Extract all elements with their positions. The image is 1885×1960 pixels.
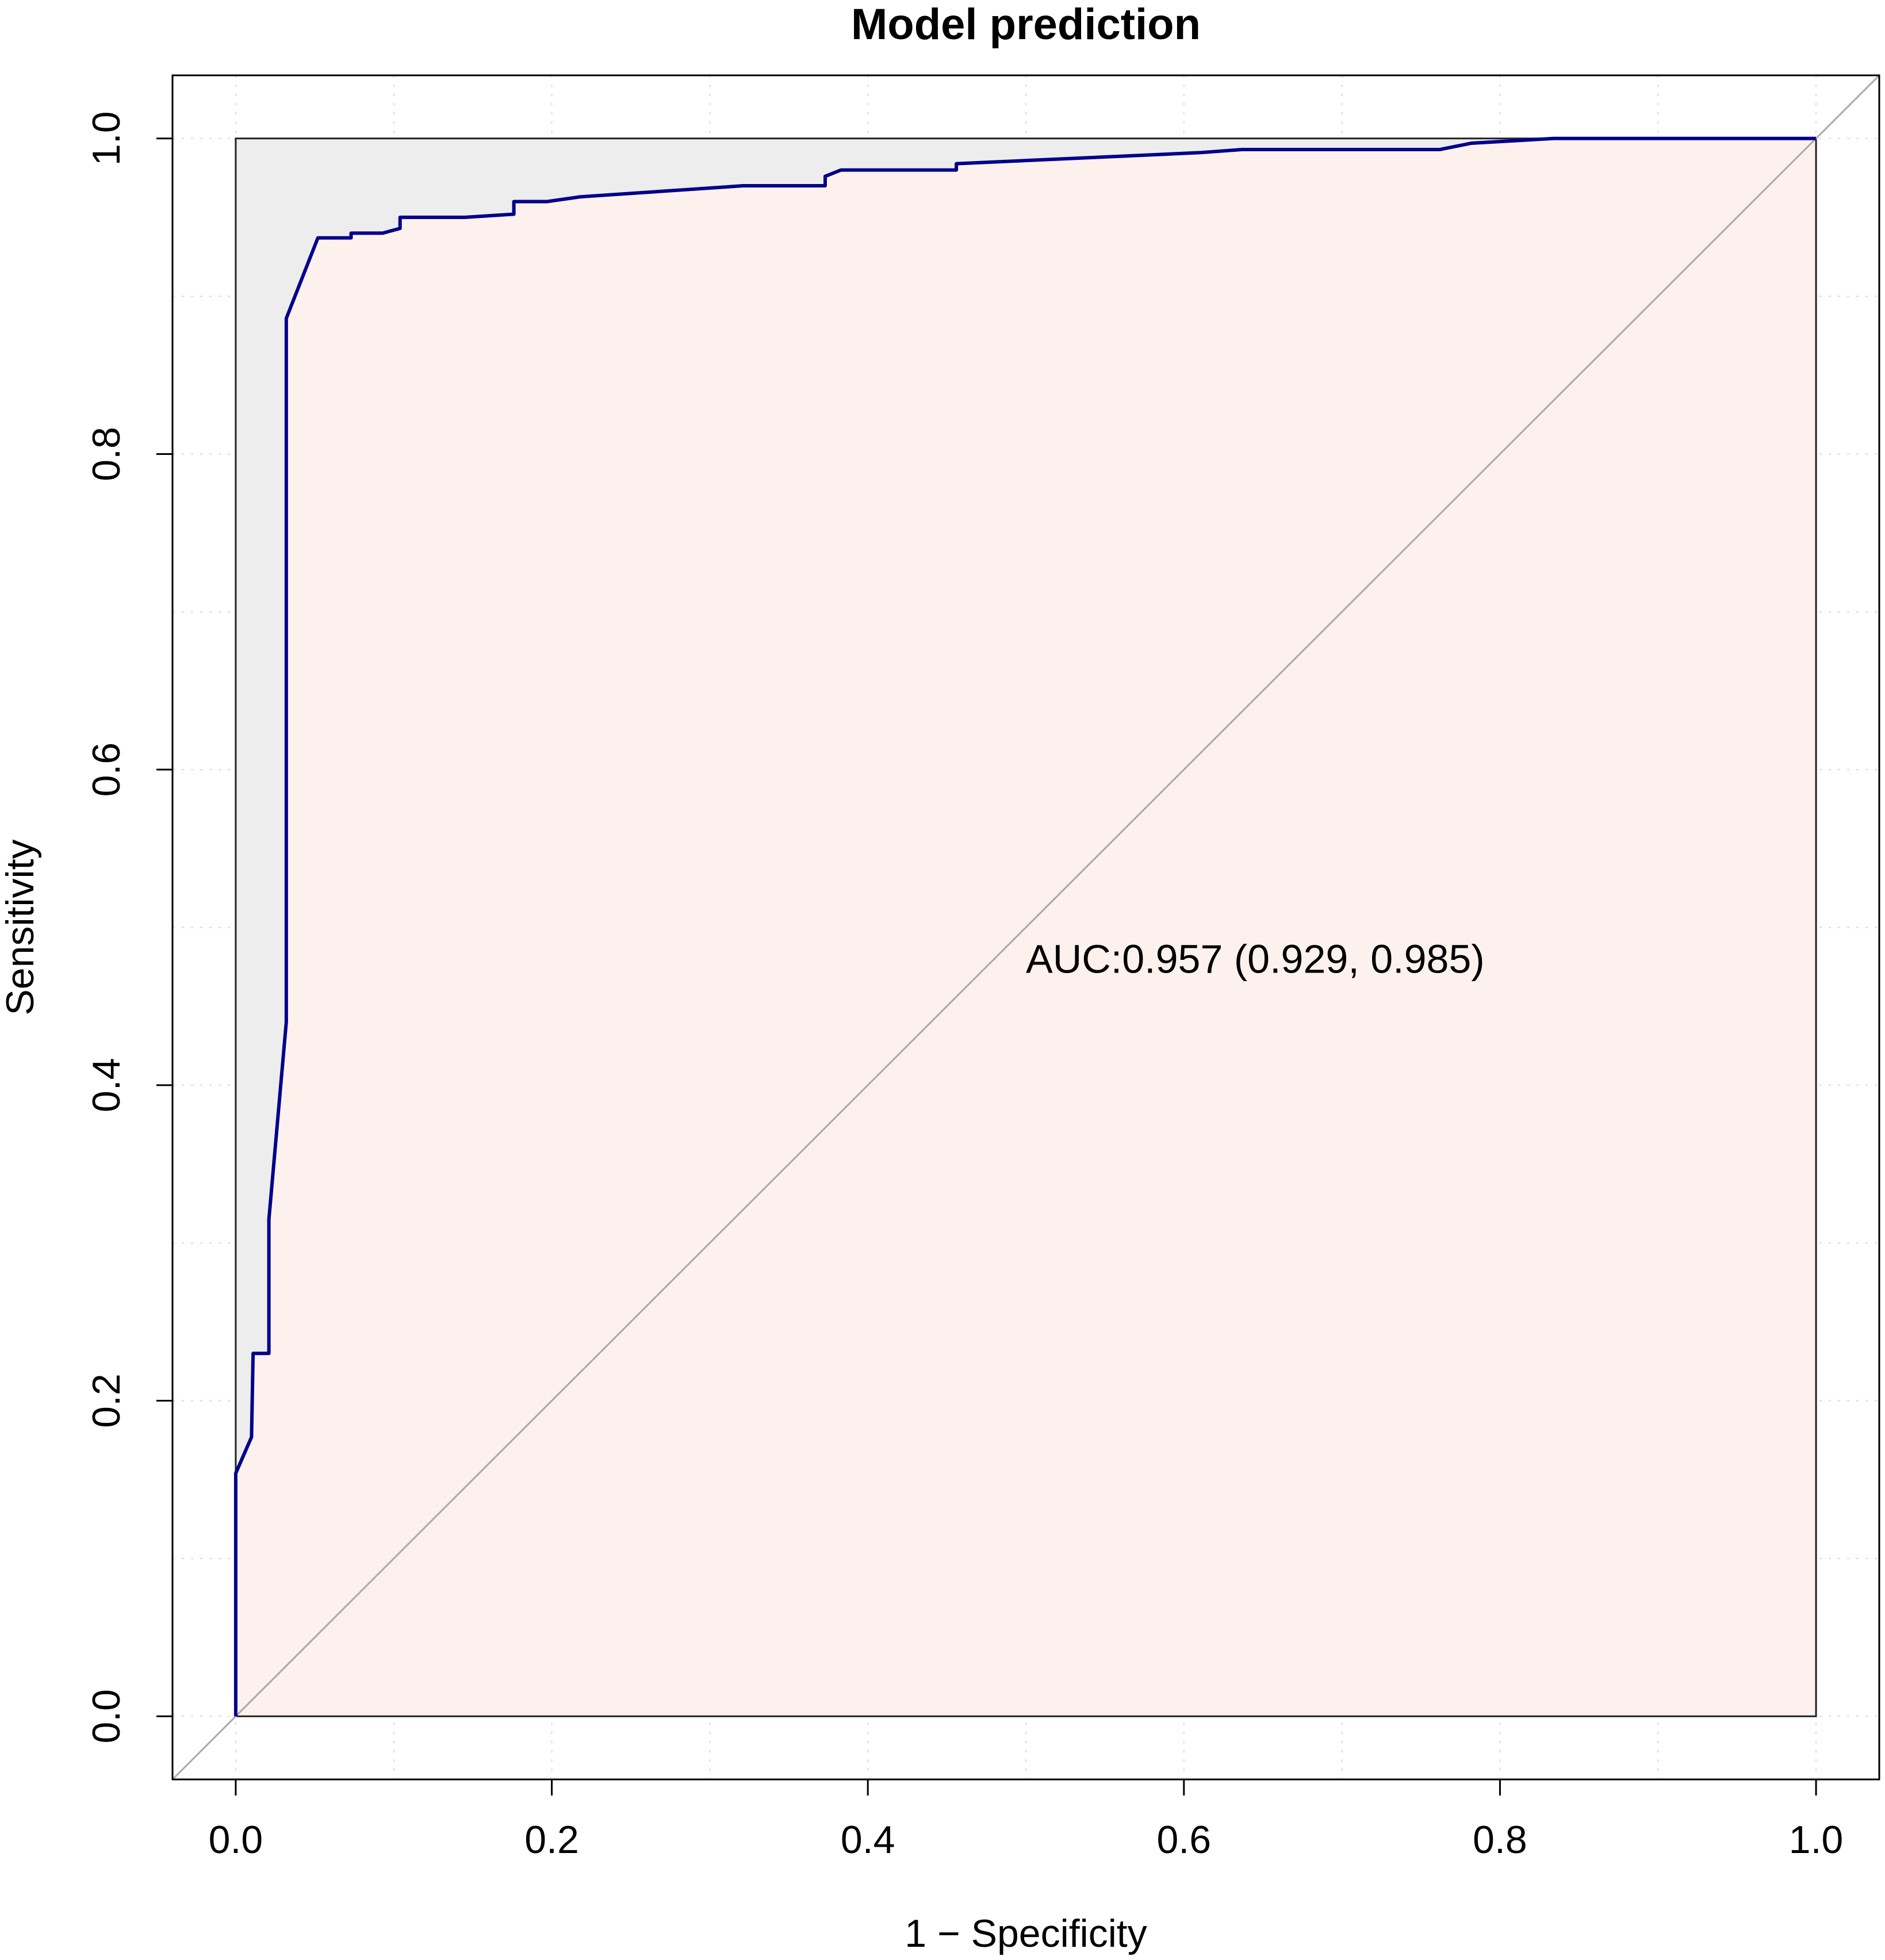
tick-labels: 0.0 0.2 0.4 0.6 0.8 1.0 0.0 0.2 0.4 0.6 0.8 1.0 <box>85 111 1843 1862</box>
x-tick-label: 0.2 <box>524 1818 579 1862</box>
unit-square-border <box>235 137 1817 1717</box>
x-tick-label: 0.6 <box>1157 1818 1212 1862</box>
x-tick-label: 0.8 <box>1473 1818 1527 1862</box>
roc-curve <box>233 136 1817 1717</box>
y-tick-label: 0.8 <box>85 427 128 481</box>
y-tick-label: 0.4 <box>85 1058 128 1113</box>
axes <box>156 74 1880 1796</box>
chart-title: Model prediction <box>851 0 1201 49</box>
y-tick-label: 0.2 <box>85 1373 128 1428</box>
y-tick-label: 0.0 <box>85 1689 128 1744</box>
reference-diagonal-layer <box>171 74 1880 1781</box>
x-tick-label: 0.0 <box>209 1818 263 1862</box>
x-axis-label: 1 − Specificity <box>905 1912 1147 1955</box>
y-tick-label: 1.0 <box>85 111 128 166</box>
y-axis-label: Sensitivity <box>0 839 42 1015</box>
reference-diagonal <box>171 74 1880 1781</box>
roc-series-layer <box>233 136 1817 1717</box>
auc-annotation: AUC:0.957 (0.929, 0.985) <box>1026 936 1485 981</box>
plot-frame <box>171 74 1880 1781</box>
x-tick-label: 0.4 <box>841 1818 895 1862</box>
x-tick-label: 1.0 <box>1789 1818 1844 1862</box>
y-tick-label: 0.6 <box>85 742 128 797</box>
